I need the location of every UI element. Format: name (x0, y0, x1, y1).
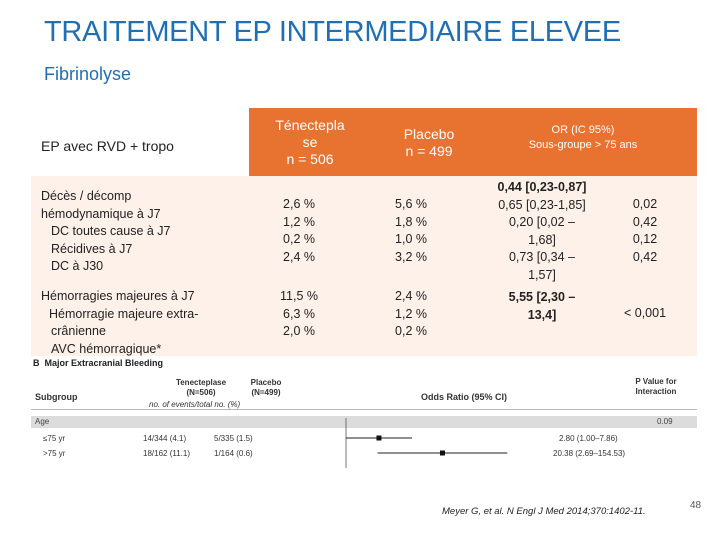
header-placebo: Placebo n = 499 (371, 126, 487, 160)
header-placebo-line1: Placebo (403, 126, 455, 142)
row2-placebo: 2,4 % 1,2 % 0,2 % (361, 288, 461, 341)
col-placebo: Placebo (N=499) (231, 378, 301, 398)
value-cell: 0,20 [0,02 – (508, 215, 576, 229)
value-cell: 0,12 (632, 232, 658, 246)
page-number: 48 (690, 500, 702, 511)
or-label: Odds Ratio (95% CI) (421, 392, 508, 402)
slide-subtitle: Fibrinolyse (44, 64, 132, 84)
value-cell: 1,8 % (395, 214, 427, 229)
events-label: no. of events/total no. (%) (149, 400, 241, 409)
citation: Meyer G, et al. N Engl J Med 2014;370:14… (442, 506, 646, 517)
header-or-line2: Sous-groupe > 75 ans (528, 139, 638, 151)
value-cell: 5,55 [2,30 – (508, 290, 576, 304)
header-population: EP avec RVD + tropo (41, 138, 174, 154)
col-tenecteplase: Tenecteplase (N=506) (161, 378, 241, 398)
row1-tenecteplase: 2,6 % 1,2 % 0,2 % 2,4 % (249, 196, 349, 266)
row2-tenecteplase: 11,5 % 6,3 % 2,0 % (249, 288, 349, 341)
row1-odds-ratio: 0,44 [0,23-0,87] 0,65 [0,23-1,85] 0,20 [… (468, 179, 616, 284)
value-cell: 3,2 % (395, 249, 427, 264)
value-cell: 2,4 % (395, 289, 427, 303)
value-cell: 0,2 % (283, 232, 315, 246)
age-pvalue: 0.09 (657, 417, 673, 426)
value-cell: 0,2 % (395, 324, 427, 338)
header-odds-ratio: OR (IC 95%) Sous-groupe > 75 ans (487, 123, 679, 153)
pvalue-line1: P Value for (635, 377, 677, 386)
header-tenecteplase-line2: se (302, 134, 318, 150)
value-cell: 11,5 % (280, 289, 318, 303)
col-placebo-n: (N=499) (251, 388, 281, 397)
value-cell: 0,02 (632, 197, 658, 211)
row2-odds-ratio: 5,55 [2,30 – 13,4] (480, 289, 604, 324)
forest-row-placebo: 5/335 (1.5) (214, 434, 253, 443)
row1-label: DC à J30 (51, 259, 104, 273)
value-cell: 13,4] (527, 307, 557, 322)
value-cell: 1,2 % (395, 306, 427, 321)
value-cell: 2,6 % (283, 197, 315, 211)
value-cell: 0,44 [0,23-0,87] (497, 180, 587, 194)
point-estimate (376, 435, 382, 441)
row2-label: AVC hémorragique* (51, 341, 162, 356)
row1-labels: Décès / décomp hémodynamique à J7 DC tou… (41, 188, 171, 276)
value-cell: 6,3 % (283, 306, 315, 321)
forest-row-placebo: 1/164 (0.6) (214, 449, 253, 458)
row2-labels: Hémorragies majeures à J7 Hémorragie maj… (41, 288, 198, 356)
value-cell: 1,2 % (283, 214, 315, 229)
row1-pvalue: 0,02 0,42 0,12 0,42 (619, 196, 671, 266)
header-tenecteplase-line3: n = 506 (286, 151, 334, 167)
forest-row-subgroup: ≤75 yr (43, 434, 66, 443)
age-band (31, 416, 697, 428)
forest-row-tenecteplase: 14/344 (4.1) (143, 434, 187, 443)
value-cell: 0,42 (632, 214, 658, 229)
forest-plot: B Major Extracranial Bleeding Subgroup Te… (31, 356, 697, 468)
forest-row-or: 20.38 (2.69–154.53) (553, 449, 626, 458)
value-cell: 0,73 [0,34 – (508, 250, 576, 264)
slide-title: TRAITEMENT EP INTERMEDIAIRE ELEVEE (44, 16, 621, 48)
forest-section-title: B Major Extracranial Bleeding (33, 358, 163, 368)
forest-header (31, 356, 697, 410)
col-tenecteplase-n: (N=506) (186, 388, 216, 397)
header-placebo-line2: n = 499 (405, 143, 453, 159)
forest-row-subgroup: >75 yr (43, 449, 66, 458)
table-header-first-cell (31, 108, 249, 176)
value-cell: 1,68] (528, 232, 556, 247)
row2-label: Hémorragies majeures à J7 (41, 289, 195, 303)
point-estimate (439, 450, 445, 456)
pvalue-label: P Value for Interaction (621, 377, 691, 397)
value-cell: 2,0 % (283, 324, 315, 338)
row2-pvalue: < 0,001 (623, 306, 667, 320)
value-cell: 1,0 % (395, 232, 427, 246)
row1-placebo: 5,6 % 1,8 % 1,0 % 3,2 % (361, 196, 461, 266)
row2-label: crânienne (51, 324, 106, 338)
header-or-line1: OR (IC 95%) (551, 124, 615, 136)
col-placebo-name: Placebo (250, 378, 282, 387)
section-title-text: Major Extracranial Bleeding (44, 358, 164, 368)
forest-plot-marks (345, 418, 508, 468)
row1-label: Récidives à J7 (51, 241, 133, 256)
pvalue-line2: Interaction (635, 387, 677, 396)
value-cell: 0,65 [0,23-1,85] (498, 197, 586, 212)
row1-label: hémodynamique à J7 (41, 206, 161, 221)
forest-row-or: 2.80 (1.00–7.86) (559, 434, 618, 443)
col-subgroup: Subgroup (35, 392, 78, 402)
row2-label: Hémorragie majeure extra- (49, 306, 199, 321)
header-tenecteplase-line1: Ténectepla (275, 117, 345, 133)
row1-label: DC toutes cause à J7 (51, 224, 171, 238)
col-tenecteplase-name: Tenecteplase (175, 378, 227, 387)
value-cell: 0,42 (632, 249, 658, 264)
value-cell: 2,4 % (283, 249, 315, 264)
results-table: EP avec RVD + tropo Ténectepla se n = 50… (31, 108, 697, 356)
value-cell: 5,6 % (395, 197, 427, 211)
value-cell: 1,57] (528, 267, 556, 282)
forest-row-tenecteplase: 18/162 (11.1) (143, 449, 190, 458)
header-tenecteplase: Ténectepla se n = 506 (249, 117, 371, 168)
age-label: Age (35, 417, 50, 426)
row1-label: Décès / décomp (41, 189, 132, 203)
section-letter: B (33, 358, 40, 368)
